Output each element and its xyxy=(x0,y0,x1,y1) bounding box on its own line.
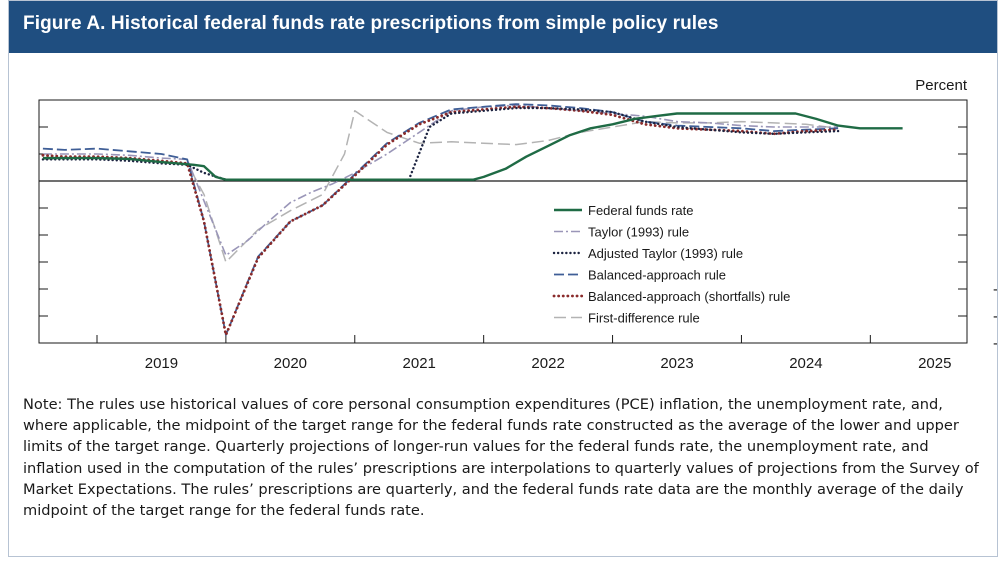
chart-series-layer xyxy=(41,103,903,337)
legend-label-taylor: Taylor (1993) rule xyxy=(588,225,689,240)
series-line-adjusted-taylor xyxy=(41,106,840,181)
chart-axes: -1 -1 -1 2019 2020 2021 2022 2023 2024 2025 xyxy=(38,99,997,372)
y-tick-label: -1 xyxy=(993,308,997,325)
series-line-ffr xyxy=(42,112,903,181)
figure-panel: Figure A. Historical federal funds rate … xyxy=(8,0,998,557)
series-line-first-difference xyxy=(42,110,839,263)
plot-frame xyxy=(38,99,968,344)
legend-label-ffr: Federal funds rate xyxy=(588,203,694,218)
y-axis-unit-label: Percent xyxy=(915,77,968,94)
x-tick-label: 2021 xyxy=(403,355,436,372)
figure-title: Figure A. Historical federal funds rate … xyxy=(23,13,719,34)
y-tick-label: -1 xyxy=(993,335,997,352)
line-chart: -1 -1 -1 2019 2020 2021 2022 2023 2024 2025 Feder… xyxy=(38,77,997,372)
x-tick-label: 2024 xyxy=(789,355,822,372)
x-tick-label: 2025 xyxy=(918,355,951,372)
series-line-shortfalls xyxy=(41,105,840,337)
series-line-taylor xyxy=(42,104,839,257)
x-tick-label: 2022 xyxy=(531,355,564,372)
legend-label-balanced: Balanced-approach rule xyxy=(588,268,726,283)
series-line-balanced xyxy=(42,103,839,336)
figure-header: Figure A. Historical federal funds rate … xyxy=(9,1,997,53)
legend-label-shortfalls: Balanced-approach (shortfalls) rule xyxy=(588,289,790,304)
x-tick-label: 2020 xyxy=(274,355,307,372)
chart-legend: Federal funds rate Taylor (1993) rule Adju… xyxy=(552,203,790,326)
legend-label-first-difference: First-difference rule xyxy=(588,311,700,326)
y-tick-label: -1 xyxy=(993,281,997,298)
figure-note: Note: The rules use historical values of… xyxy=(23,396,979,520)
legend-label-adjusted-taylor: Adjusted Taylor (1993) rule xyxy=(588,246,743,261)
x-tick-label: 2023 xyxy=(660,355,693,372)
x-tick-label: 2019 xyxy=(145,355,178,372)
